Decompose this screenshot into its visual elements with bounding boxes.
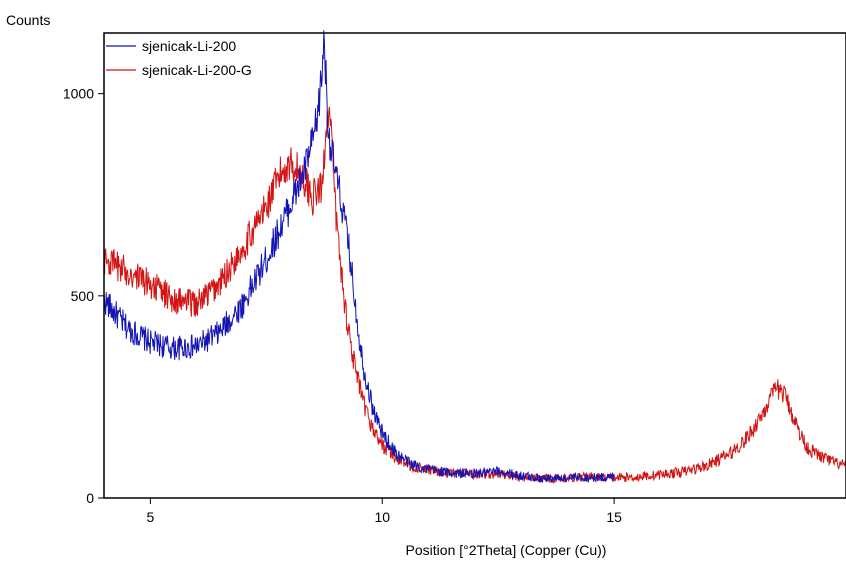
x-axis-label: Position [°2Theta] (Copper (Cu)) xyxy=(406,542,607,558)
y-tick-label: 1000 xyxy=(63,86,94,102)
y-tick-label: 500 xyxy=(71,288,95,304)
series-layer xyxy=(103,30,846,485)
y-axis-label: Counts xyxy=(6,12,50,28)
series-line xyxy=(103,106,846,485)
legend-label: sjenicak-Li-200-G xyxy=(142,62,252,78)
legend-label: sjenicak-Li-200 xyxy=(142,38,236,54)
x-tick-label: 10 xyxy=(374,509,390,525)
series-line xyxy=(103,30,615,484)
y-tick-label: 0 xyxy=(86,490,94,506)
legend: sjenicak-Li-200 sjenicak-Li-200-G xyxy=(106,38,252,78)
x-tick-label: 15 xyxy=(606,509,622,525)
axis-ticks: 5 10 15 0 500 1000 xyxy=(63,86,622,525)
plot-frame xyxy=(103,32,846,499)
x-tick-label: 5 xyxy=(146,509,154,525)
